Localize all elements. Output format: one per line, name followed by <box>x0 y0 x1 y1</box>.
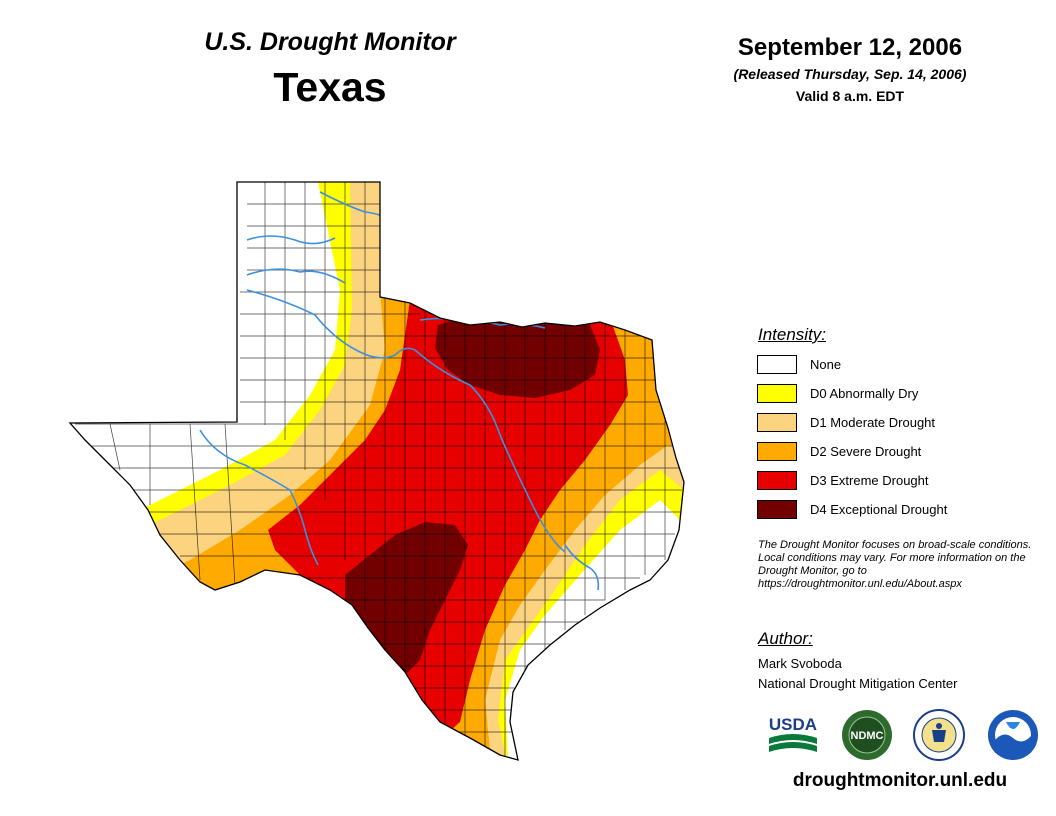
legend-swatch <box>757 471 797 490</box>
legend-label: D1 Moderate Drought <box>810 415 936 430</box>
usda-logo-text: USDA <box>769 715 817 734</box>
legend-label: D3 Extreme Drought <box>810 473 929 488</box>
brazos-river <box>246 289 566 553</box>
legend-title: Intensity: <box>758 325 827 344</box>
legend-swatch <box>757 500 797 519</box>
colorado-river-lower <box>564 544 600 591</box>
valid-time: Valid 8 a.m. EDT <box>795 88 905 104</box>
legend-swatch <box>757 442 797 461</box>
drought-monitor-note: The Drought Monitor focuses on broad-sca… <box>758 539 1032 590</box>
release-date: (Released Thursday, Sep. 14, 2006) <box>733 66 967 82</box>
ndmc-logo-text: NDMC <box>851 730 884 742</box>
legend-label: D2 Severe Drought <box>810 444 922 459</box>
drought-areas <box>70 182 684 760</box>
map-date: September 12, 2006 <box>737 34 963 61</box>
legend-label: None <box>810 357 842 372</box>
site-url[interactable]: droughtmonitor.unl.edu <box>792 770 1008 791</box>
noaa-logo <box>988 710 1038 760</box>
legend-swatch <box>757 355 797 374</box>
red-river-fork <box>246 268 346 284</box>
county-grid <box>75 182 682 760</box>
ndmc-logo: NDMC <box>842 710 892 760</box>
texas-outline <box>68 181 685 761</box>
area-d4-south <box>345 522 468 675</box>
legend-label: D4 Exceptional Drought <box>810 502 948 517</box>
author-name: Mark Svoboda <box>758 656 842 671</box>
pecos-river <box>199 429 319 566</box>
commerce-seal-logo <box>913 709 965 761</box>
state-name: Texas <box>273 64 387 110</box>
map-title: U.S. Drought Monitor <box>204 28 456 56</box>
author-title: Author: <box>758 629 813 648</box>
legend-swatch <box>757 413 797 432</box>
red-river-upper <box>246 235 336 245</box>
author-org: National Drought Mitigation Center <box>758 676 958 691</box>
usda-logo: USDA <box>769 715 817 752</box>
legend-label: D0 Abnormally Dry <box>810 386 919 401</box>
legend-swatch <box>757 384 797 403</box>
